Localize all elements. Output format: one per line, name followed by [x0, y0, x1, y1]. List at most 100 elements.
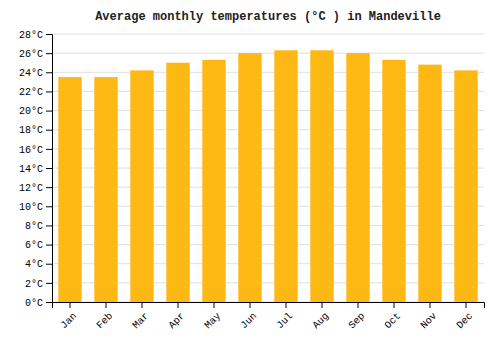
y-tick-mark [46, 302, 52, 303]
x-tick-mark [70, 302, 71, 308]
title: Average monthly temperatures (°C ) in Ma… [95, 10, 441, 24]
y-tick-label: 12°C [19, 183, 43, 194]
y-tick-mark [46, 34, 52, 35]
x-tick-mark [394, 302, 395, 308]
y-tick-mark [46, 168, 52, 169]
plot: 0°C 2°C 4°C 6°C 8°C 10°C 12°C 14°C 16°C 18°C 20°C 2… [19, 30, 485, 331]
bar [130, 70, 153, 302]
chart: 0°C 2°C 4°C 6°C 8°C 10°C 12°C 14°C 16°C 18°C 20°C 2… [0, 0, 500, 350]
bar [382, 60, 405, 302]
x-tick-mark [250, 302, 251, 308]
y-tick: 18°C [19, 125, 52, 136]
bars [58, 50, 477, 302]
x-tick-label: Jul [275, 310, 296, 331]
y-tick-mark [46, 206, 52, 207]
x-axis: Jan Feb Mar Apr May Jun Jul Aug Sep Oct Nov Dec [53, 302, 485, 331]
x-axis-line [53, 303, 485, 309]
y-tick-mark [46, 283, 52, 284]
x-tick: Jun [239, 302, 260, 331]
y-tick-mark [46, 130, 52, 131]
x-tick-mark [358, 302, 359, 308]
bar [238, 53, 261, 302]
y-tick-label: 10°C [19, 202, 43, 213]
bar [418, 65, 441, 302]
y-tick: 20°C [19, 106, 52, 117]
bar [454, 70, 477, 302]
y-tick-label: 28°C [19, 30, 43, 41]
x-tick-label: Dec [455, 310, 476, 331]
x-tick-label: Nov [419, 310, 440, 331]
x-tick-label: May [203, 310, 224, 331]
x-tick-mark [178, 302, 179, 308]
y-tick-label: 26°C [19, 49, 43, 60]
x-tick-mark [142, 302, 143, 308]
y-tick: 10°C [19, 202, 52, 213]
bar [346, 53, 369, 302]
x-tick: Nov [419, 302, 440, 331]
bar [274, 50, 297, 302]
bar [202, 60, 225, 302]
y-tick: 26°C [19, 49, 52, 60]
y-tick-label: 8°C [25, 221, 43, 232]
bar [166, 63, 189, 302]
y-tick: 8°C [25, 221, 52, 232]
x-tick: Aug [311, 302, 332, 331]
grid [52, 34, 484, 302]
y-tick-label: 22°C [19, 87, 43, 98]
x-tick-label: Feb [95, 310, 116, 331]
x-tick-label: Jun [239, 310, 260, 331]
x-tick: Oct [383, 302, 404, 331]
y-tick-label: 14°C [19, 164, 43, 175]
y-tick-mark [46, 91, 52, 92]
y-tick: 4°C [25, 259, 52, 270]
x-tick: Apr [167, 302, 188, 331]
x-tick: Sep [347, 302, 368, 331]
y-tick-mark [46, 264, 52, 265]
grid-line [52, 53, 484, 54]
y-tick: 12°C [19, 183, 52, 194]
x-tick-label: Jan [59, 310, 80, 331]
x-tick: May [203, 302, 224, 331]
y-tick: 0°C [25, 298, 52, 309]
y-tick: 28°C [19, 30, 52, 41]
x-tick-label: Apr [167, 310, 188, 331]
y-tick-mark [46, 245, 52, 246]
bar [58, 77, 81, 302]
x-tick-mark [286, 302, 287, 308]
x-tick: Mar [131, 302, 152, 331]
bar [310, 50, 333, 302]
x-tick: Feb [95, 302, 116, 331]
y-tick-label: 16°C [19, 145, 43, 156]
y-tick: 14°C [19, 164, 52, 175]
y-tick: 2°C [25, 279, 52, 290]
y-tick-mark [46, 225, 52, 226]
x-tick-label: Sep [347, 310, 368, 331]
x-tick-label: Mar [131, 310, 152, 331]
y-tick-mark [46, 149, 52, 150]
x-tick-mark [106, 302, 107, 308]
y-tick: 16°C [19, 145, 52, 156]
y-tick-label: 24°C [19, 68, 43, 79]
x-tick-mark [214, 302, 215, 308]
y-tick-mark [46, 187, 52, 188]
y-tick: 24°C [19, 68, 52, 79]
y-tick-label: 18°C [19, 125, 43, 136]
x-tick: Jul [275, 302, 296, 331]
y-axis: 0°C 2°C 4°C 6°C 8°C 10°C 12°C 14°C 16°C 18°C 20°C 2… [19, 30, 53, 309]
y-tick-mark [46, 72, 52, 73]
y-tick-mark [46, 111, 52, 112]
y-tick: 22°C [19, 87, 52, 98]
x-tick-mark [466, 302, 467, 308]
y-tick: 6°C [25, 240, 52, 251]
y-tick-mark [46, 53, 52, 54]
x-tick: Dec [455, 302, 476, 331]
x-tick-mark [322, 302, 323, 308]
x-tick-mark [430, 302, 431, 308]
y-tick-label: 4°C [25, 259, 43, 270]
x-tick-label: Oct [383, 310, 404, 331]
bar [94, 77, 117, 302]
y-axis-line [46, 35, 53, 303]
y-tick-label: 0°C [25, 298, 43, 309]
y-tick-label: 6°C [25, 240, 43, 251]
y-tick-label: 20°C [19, 106, 43, 117]
